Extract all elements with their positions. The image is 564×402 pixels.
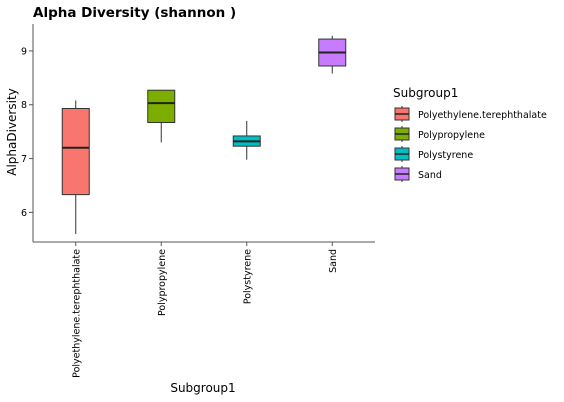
y-axis-title: AlphaDiversity [5, 88, 19, 176]
legend-item: Polyethylene.terephthalate [394, 106, 547, 122]
legend-label: Sand [418, 170, 442, 181]
y-tick-label: 9 [21, 46, 27, 57]
y-tick-label: 7 [21, 154, 27, 165]
x-tick-label: Sand [328, 249, 339, 273]
box-polyethylene-terephthalate [61, 100, 90, 234]
legend-label: Polypropylene [418, 130, 485, 141]
box-sand [318, 35, 347, 74]
plot-area: 6 7 8 9 Polyethylene.terephthalate Polypropyl… [21, 24, 375, 378]
y-tick-label: 8 [21, 100, 27, 111]
legend-title: Subgroup1 [393, 86, 458, 100]
legend-label: Polystyrene [418, 150, 473, 161]
legend-item: Polypropylene [394, 126, 485, 142]
chart-title: Alpha Diversity (shannon ) [33, 5, 236, 21]
box-iqr [147, 89, 176, 124]
legend: Polyethylene.terephthalate Polypropylene P… [394, 106, 547, 182]
box-polypropylene [147, 89, 176, 143]
y-tick-label: 6 [21, 208, 27, 219]
legend-item: Polystyrene [394, 146, 473, 162]
x-tick-label: Polystyrene [242, 249, 253, 304]
box-polystyrene [232, 120, 261, 160]
legend-item: Sand [394, 166, 442, 182]
box-iqr [61, 108, 90, 196]
legend-label: Polyethylene.terephthalate [418, 110, 547, 121]
x-axis-title: Subgroup1 [170, 381, 235, 395]
x-tick-label: Polypropylene [157, 249, 168, 316]
x-tick-label: Polyethylene.terephthalate [71, 249, 82, 378]
